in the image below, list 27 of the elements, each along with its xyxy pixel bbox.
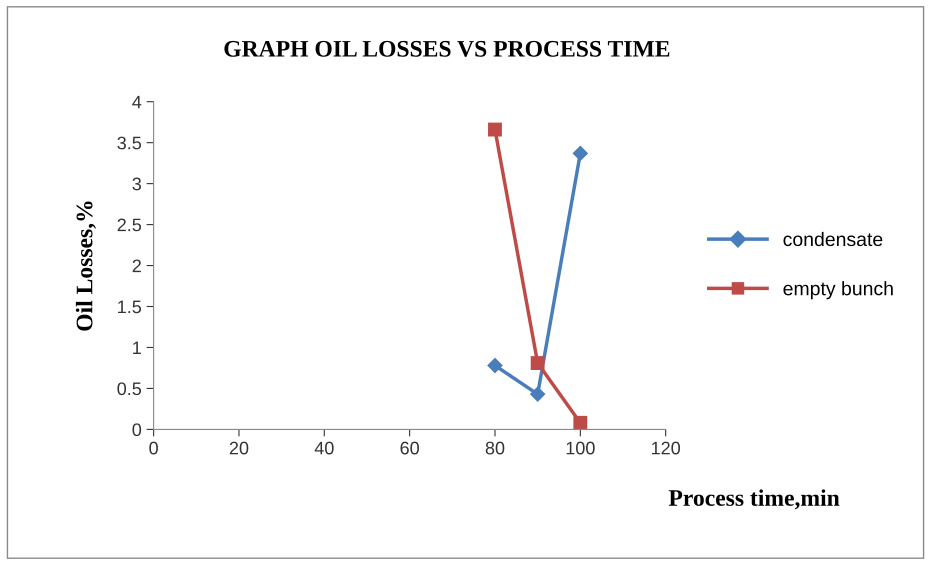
x-tick-label: 60 bbox=[400, 442, 419, 454]
point bbox=[573, 416, 588, 430]
point bbox=[487, 358, 503, 374]
y-tick-label: 3 bbox=[132, 178, 142, 190]
point bbox=[488, 122, 502, 136]
legend-label: empty bunch bbox=[783, 281, 893, 300]
y-tick-label: 2.5 bbox=[118, 218, 142, 232]
chart-title: GRAPH OIL LOSSES VS PROCESS TIME bbox=[224, 40, 670, 57]
point bbox=[530, 386, 546, 402]
y-tick-label: 1.5 bbox=[118, 300, 142, 314]
x-axis-title: Process time,min bbox=[668, 489, 840, 510]
y-tick-label: 0.5 bbox=[117, 382, 142, 396]
x-tick-label: 20 bbox=[230, 442, 248, 454]
y-tick-label: 3.5 bbox=[117, 136, 142, 150]
x-tick-label: 80 bbox=[486, 442, 504, 454]
y-axis-title: Oil Losses,% bbox=[76, 202, 96, 331]
x-tick-label: 40 bbox=[314, 442, 334, 454]
y-tick-label: 4 bbox=[132, 96, 142, 108]
legend-label: condensate bbox=[783, 232, 882, 246]
x-tick-label: 0 bbox=[149, 442, 158, 454]
y-tick-label: 1 bbox=[133, 342, 141, 354]
x-tick-label: 120 bbox=[652, 442, 680, 454]
y-tick-label: 2 bbox=[132, 259, 141, 272]
point bbox=[572, 146, 588, 161]
y-tick-label: 0 bbox=[132, 423, 142, 436]
point bbox=[530, 356, 545, 370]
x-tick-label: 100 bbox=[566, 442, 595, 454]
